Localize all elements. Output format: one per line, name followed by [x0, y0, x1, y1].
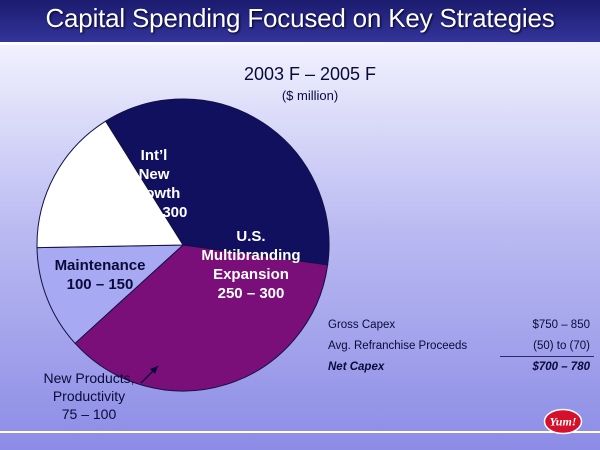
pie-slice-new-products: [36, 244, 185, 345]
pie-slice-intl-new-growth: [104, 98, 330, 266]
slice-label-line: Int’l: [140, 147, 168, 164]
capex-value: $750 – 850: [532, 319, 590, 331]
capex-label: Avg. Refranchise Proceeds: [328, 340, 468, 352]
slice-label-line: New: [138, 166, 170, 183]
slice-label-line: 75 – 100: [61, 406, 117, 422]
chart-subtitle: 2003 F – 2005 F: [243, 64, 377, 84]
slice-label-line: 250 – 300: [120, 204, 188, 221]
pie-slice-us-multibranding: [74, 244, 329, 392]
capex-row-net: Net Capex $700 – 780: [328, 358, 594, 379]
title-divider: [0, 42, 600, 45]
capex-label: Gross Capex: [328, 319, 396, 331]
pie-slice-maintenance: [36, 120, 184, 249]
slice-label-line: 250 – 300: [217, 285, 285, 302]
capex-row-gross: Gross Capex $750 – 850: [328, 316, 594, 337]
slice-label-line: U.S.: [236, 228, 266, 245]
chart-unit: ($ million): [281, 88, 339, 103]
slice-label-line: Maintenance: [54, 257, 146, 274]
slice-label-line: Expansion: [213, 266, 289, 283]
slice-label-maintenance: Maintenance 100 – 150: [44, 256, 156, 294]
capex-value: $700 – 780: [532, 361, 590, 373]
slice-label-line: New Products,: [43, 370, 135, 386]
capex-sum-rule: [500, 356, 594, 357]
slice-label-line: Growth: [127, 185, 181, 202]
slice-label-intl-new-growth: Int’l New Growth 250 – 300: [104, 146, 204, 222]
logo-text: Yum!: [550, 415, 577, 429]
slice-label-line: Multibranding: [201, 247, 301, 264]
capex-value: (50) to (70): [533, 340, 590, 352]
slice-label-line: 100 – 150: [66, 276, 134, 293]
slice-label-us-multibranding: U.S. Multibranding Expansion 250 – 300: [186, 227, 316, 303]
capex-table: Gross Capex $750 – 850 Avg. Refranchise …: [328, 316, 594, 379]
slice-label-line: Productivity: [52, 388, 126, 404]
title-bar: [0, 0, 600, 42]
capex-row-refranchise: Avg. Refranchise Proceeds (50) to (70): [328, 337, 594, 358]
yum-logo: Yum!: [543, 408, 583, 435]
slide-title: Capital Spending Focused on Key Strategi…: [45, 3, 555, 33]
footer-divider: [0, 431, 600, 433]
capex-label: Net Capex: [328, 361, 385, 373]
callout-arrow-head: [150, 366, 158, 374]
slice-label-new-products: New Products, Productivity 75 – 100: [26, 369, 152, 423]
